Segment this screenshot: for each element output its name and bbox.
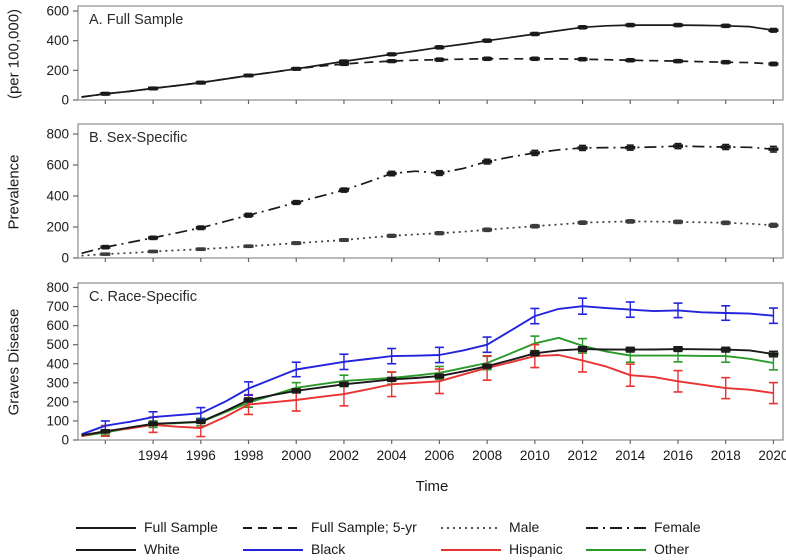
panel-box-2 bbox=[77, 282, 784, 441]
y-tick-label: 400 bbox=[46, 33, 69, 48]
legend-label-male: Male bbox=[509, 519, 540, 535]
series-line-male bbox=[81, 220, 774, 257]
y-axis-label-panel-c: Graves Disease bbox=[5, 308, 23, 416]
series-line-black bbox=[81, 305, 774, 436]
legend-item-full-sample-5yr: Full Sample; 5-yr bbox=[242, 519, 417, 535]
legend-line-glyph bbox=[441, 549, 501, 551]
y-tick-label: 200 bbox=[46, 63, 69, 78]
y-tick-label: 0 bbox=[61, 433, 69, 448]
legend-line-glyph bbox=[243, 527, 303, 529]
legend-swatch-full-sample-5yr bbox=[242, 520, 304, 534]
x-tick-label: 1998 bbox=[233, 448, 263, 463]
legend-item-other: Other bbox=[585, 541, 689, 557]
legend-line-glyph bbox=[441, 527, 501, 529]
series-line-other bbox=[81, 336, 774, 438]
legend-swatch-full-sample bbox=[75, 520, 137, 534]
legend-line-glyph bbox=[76, 549, 136, 551]
legend-item-white: White bbox=[75, 541, 180, 557]
legend-label-white: White bbox=[144, 541, 180, 557]
y-axis-label-panel-a: (per 100,000) bbox=[5, 8, 23, 100]
legend-label-female: Female bbox=[654, 519, 701, 535]
panel-b-title: B. Sex-Specific bbox=[89, 130, 188, 146]
legend-swatch-male bbox=[440, 520, 502, 534]
y-axis-label-panel-b: Prevalence bbox=[5, 154, 23, 230]
y-tick-label: 700 bbox=[46, 299, 69, 314]
x-tick-label: 2012 bbox=[568, 448, 598, 463]
y-tick-label: 800 bbox=[46, 280, 69, 295]
legend-swatch-white bbox=[75, 542, 137, 556]
legend-line-glyph bbox=[76, 527, 136, 529]
y-tick-label: 500 bbox=[46, 337, 69, 352]
series-line-white bbox=[81, 348, 774, 437]
y-tick-label: 600 bbox=[46, 158, 69, 173]
legend-line-glyph bbox=[586, 549, 646, 551]
legend-line-glyph bbox=[586, 527, 646, 529]
x-tick-label: 2010 bbox=[520, 448, 550, 463]
legend-item-black: Black bbox=[242, 541, 345, 557]
x-axis-label: Time bbox=[415, 478, 449, 495]
legend-label-hispanic: Hispanic bbox=[509, 541, 563, 557]
x-tick-label: 2014 bbox=[615, 448, 646, 463]
x-tick-label: 2020 bbox=[758, 448, 786, 463]
x-tick-label: 1996 bbox=[186, 448, 216, 463]
legend-label-other: Other bbox=[654, 541, 690, 557]
legend-label-black: Black bbox=[311, 541, 346, 557]
legend-item-male: Male bbox=[440, 519, 539, 535]
x-tick-label: 2008 bbox=[472, 448, 502, 463]
legend-label-full-sample: Full Sample bbox=[144, 519, 218, 535]
legend-item-female: Female bbox=[585, 519, 701, 535]
x-tick-label: 2000 bbox=[281, 448, 311, 463]
y-tick-label: 800 bbox=[46, 127, 69, 142]
series-line-female bbox=[81, 145, 774, 255]
y-tick-label: 300 bbox=[46, 375, 69, 390]
legend-item-full-sample: Full Sample bbox=[75, 519, 218, 535]
y-tick-label: 0 bbox=[61, 251, 69, 266]
panel-box-1 bbox=[77, 123, 784, 259]
x-tick-label: 2002 bbox=[329, 448, 359, 463]
panel-box-0 bbox=[77, 5, 784, 101]
legend-swatch-female bbox=[585, 520, 647, 534]
y-tick-label: 200 bbox=[46, 394, 69, 409]
legend-swatch-black bbox=[242, 542, 304, 556]
series-line-hispanic bbox=[81, 354, 774, 438]
x-tick-label: 2018 bbox=[711, 448, 741, 463]
y-tick-label: 0 bbox=[61, 93, 69, 108]
x-tick-label: 2004 bbox=[377, 448, 408, 463]
panel-c-title: C. Race-Specific bbox=[89, 289, 197, 305]
y-tick-label: 200 bbox=[46, 220, 69, 235]
legend-label-full-sample-5yr: Full Sample; 5-yr bbox=[311, 519, 417, 535]
y-tick-label: 100 bbox=[46, 413, 69, 428]
legend-line-glyph bbox=[243, 549, 303, 551]
x-tick-label: 2016 bbox=[663, 448, 693, 463]
y-tick-label: 400 bbox=[46, 189, 69, 204]
x-tick-label: 1994 bbox=[138, 448, 169, 463]
legend-swatch-hispanic bbox=[440, 542, 502, 556]
y-tick-label: 400 bbox=[46, 356, 69, 371]
legend-item-hispanic: Hispanic bbox=[440, 541, 563, 557]
legend-swatch-other bbox=[585, 542, 647, 556]
x-tick-label: 2006 bbox=[424, 448, 454, 463]
y-tick-label: 600 bbox=[46, 4, 69, 19]
panel-a-title: A. Full Sample bbox=[89, 12, 184, 28]
series-line-full-sample-5-yr bbox=[81, 57, 774, 98]
y-tick-label: 600 bbox=[46, 318, 69, 333]
